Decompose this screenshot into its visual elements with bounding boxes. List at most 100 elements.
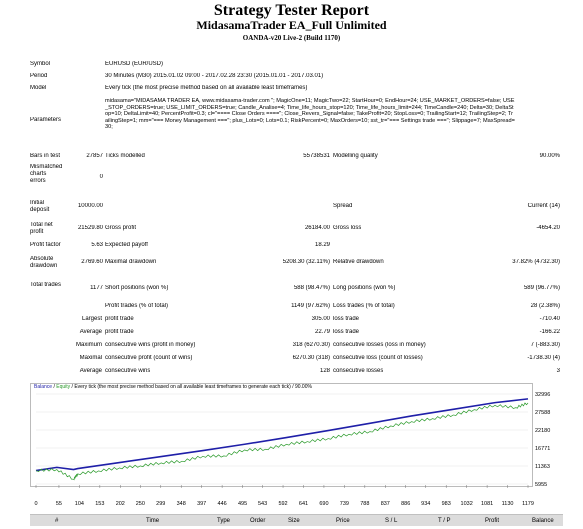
parameters-value: midasama="MIDASAMA TRADER EA, www.midasa… xyxy=(105,98,515,130)
x-tick-label: 641 xyxy=(299,501,308,507)
parameters-label: Parameters xyxy=(30,117,62,123)
rel-dd-label: Relative drawdown xyxy=(333,259,384,265)
mismatched-value: 0 xyxy=(99,174,103,180)
gross-loss-label: Gross loss xyxy=(333,225,362,231)
quality-value: 90.00% xyxy=(539,153,560,159)
x-tick-label: 983 xyxy=(442,501,451,507)
y-tick-label: 5955 xyxy=(535,482,547,488)
largest-loss-label: loss trade xyxy=(333,316,360,322)
largest-profit-label: profit trade xyxy=(105,316,134,322)
col-time: Time xyxy=(146,518,160,524)
balance-chart-frame xyxy=(30,383,533,487)
max-dd-label: Maximal drawdown xyxy=(105,259,157,265)
legend-equity: Equity xyxy=(56,384,71,390)
y-tick-label: 11363 xyxy=(535,464,550,470)
max-cons-losses-value: 7 (-883.30) xyxy=(530,342,560,348)
col-size: Size xyxy=(288,518,300,524)
ticks-label: Ticks modelled xyxy=(105,153,145,159)
long-value: 589 (96.77%) xyxy=(523,285,560,291)
average-loss-value: -166.22 xyxy=(539,329,560,335)
period-value: 30 Minutes (M30) 2015.01.02 09:00 - 2017… xyxy=(105,73,324,79)
x-tick-label: 250 xyxy=(136,501,145,507)
x-tick-label: 153 xyxy=(95,501,104,507)
x-tick-label: 592 xyxy=(278,501,287,507)
x-tick-label: 202 xyxy=(116,501,125,507)
gross-profit-value: 26184.00 xyxy=(304,225,330,231)
y-tick-label: 16771 xyxy=(535,446,550,452)
avg-cons-losses-value: 3 xyxy=(556,368,560,374)
model-label: Model xyxy=(30,85,47,91)
mismatched-row: Mismatched charts errors 0 xyxy=(30,164,563,188)
x-tick-label: 55 xyxy=(56,501,62,507)
x-tick-label: 837 xyxy=(381,501,390,507)
maximal-label: Maximal xyxy=(79,355,102,361)
x-tick-label: 739 xyxy=(340,501,349,507)
profit-factor-label: Profit factor xyxy=(30,242,61,248)
y-tick-label: 22180 xyxy=(535,428,550,434)
mismatched-label: Mismatched charts errors xyxy=(30,164,62,184)
profit-trades-value: 1149 (97.62%) xyxy=(291,303,330,309)
largest-loss-value: -710.40 xyxy=(539,316,560,322)
period-label: Period xyxy=(30,73,48,79)
drawdown-row: Absolute drawdown 2769.60 Maximal drawdo… xyxy=(30,256,563,272)
col-tp: T / P xyxy=(438,518,451,524)
y-tick-label: 32996 xyxy=(535,392,550,398)
net-profit-value: 21529.80 xyxy=(77,225,103,231)
quality-label: Modelling quality xyxy=(333,153,378,159)
server-build: OANDA-v20 Live-2 (Build 1170) xyxy=(242,34,341,42)
deposit-value: 10000.00 xyxy=(77,203,103,209)
balance-line xyxy=(35,398,529,472)
max-dd-value: 5208.30 (32.11%) xyxy=(282,259,330,265)
x-tick-label: 104 xyxy=(75,501,84,507)
profit-factor-value: 5.63 xyxy=(91,242,103,248)
long-label: Long positions (won %) xyxy=(333,285,396,291)
loss-trades-label: Loss trades (% of total) xyxy=(333,303,395,309)
short-label: Short positions (won %) xyxy=(105,285,169,291)
avg-cons-wins-label: consecutive wins xyxy=(105,368,151,374)
x-tick-label: 1179 xyxy=(522,501,534,507)
net-profit-row: Total net profit 21529.80 Gross profit 2… xyxy=(30,222,563,238)
largest-label: Largest xyxy=(81,316,102,322)
avg2-label: Average xyxy=(79,368,102,374)
average-profit-label: profit trade xyxy=(105,329,134,335)
deposit-label: Initial deposit xyxy=(30,200,50,213)
col-price: Price xyxy=(336,518,350,524)
spread-value: Current (14) xyxy=(527,203,560,209)
x-tick-label: 1081 xyxy=(481,501,493,507)
ticks-value: 55738531 xyxy=(303,153,330,159)
abs-dd-label: Absolute drawdown xyxy=(30,256,58,269)
average-profit-value: 22.79 xyxy=(314,329,330,335)
max-cons-wins-label: consecutive wins (profit in money) xyxy=(105,342,196,348)
profit-trades-label: Profit trades (% of total) xyxy=(105,303,169,309)
avg-cons-losses-label: consecutive losses xyxy=(333,368,384,374)
average-loss-label: loss trade xyxy=(333,329,360,335)
x-tick-label: 788 xyxy=(360,501,369,507)
abs-dd-value: 2769.60 xyxy=(81,259,103,265)
x-tick-label: 348 xyxy=(177,501,186,507)
trades-table-header: # Time Type Order Size Price S / L T / P… xyxy=(30,514,563,526)
spread-label: Spread xyxy=(333,203,353,209)
bars-label: Bars in test xyxy=(30,153,61,159)
deposit-row: Initial deposit 10000.00 Spread Current … xyxy=(30,200,563,216)
loss-trades-value: 28 (2.38%) xyxy=(530,303,560,309)
maximum-label: Maximum xyxy=(75,342,102,348)
maximal-cons-profit-value: 6270.30 (318) xyxy=(292,355,330,361)
gross-loss-value: -4654.20 xyxy=(536,225,560,231)
x-tick-label: 690 xyxy=(319,501,328,507)
col-order: Order xyxy=(250,518,266,524)
col-type: Type xyxy=(217,518,231,524)
x-tick-label: 934 xyxy=(421,501,430,507)
x-tick-label: 543 xyxy=(258,501,267,507)
total-trades-value: 1177 xyxy=(90,285,103,291)
equity-line xyxy=(35,402,529,481)
symbol-value: EURUSD (EUR/USD) xyxy=(105,61,164,67)
largest-profit-value: 305.00 xyxy=(311,316,330,322)
col-profit: Profit xyxy=(485,518,500,524)
col-number: # xyxy=(55,518,59,524)
ea-name: MidasamaTrader EA_Full Unlimited xyxy=(196,18,387,32)
maximal-cons-profit-label: consecutive profit (count of wins) xyxy=(105,355,193,361)
x-tick-label: 0 xyxy=(34,501,37,507)
x-tick-label: 1032 xyxy=(461,501,473,507)
col-balance: Balance xyxy=(532,518,554,524)
